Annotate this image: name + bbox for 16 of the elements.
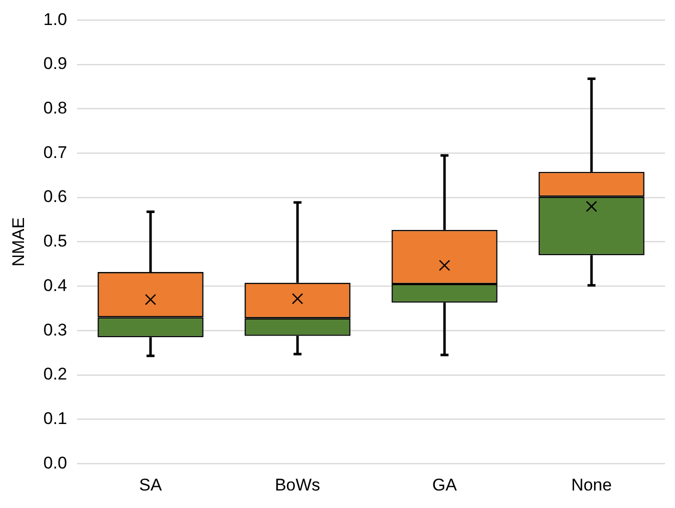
y-tick-label: 0.9 bbox=[43, 54, 68, 74]
y-tick-label: 0.2 bbox=[43, 364, 68, 384]
x-tick-label: None bbox=[571, 475, 612, 494]
y-tick-label: 0.8 bbox=[43, 98, 68, 118]
x-tick-label: GA bbox=[432, 475, 458, 494]
y-tick-label: 0.3 bbox=[43, 320, 68, 340]
x-tick-label: SA bbox=[139, 475, 163, 494]
x-tick-label: BoWs bbox=[274, 475, 320, 494]
y-tick-label: 0.6 bbox=[43, 187, 68, 206]
y-tick-label: 0.4 bbox=[43, 276, 68, 295]
y-tick-label: 0.0 bbox=[43, 453, 68, 472]
y-tick-label: 1.0 bbox=[43, 10, 68, 29]
y-axis-title: NMAE bbox=[8, 217, 28, 266]
y-tick-label: 0.1 bbox=[43, 408, 68, 428]
y-tick-label: 0.7 bbox=[43, 142, 68, 162]
y-tick-label: 0.5 bbox=[43, 232, 68, 251]
